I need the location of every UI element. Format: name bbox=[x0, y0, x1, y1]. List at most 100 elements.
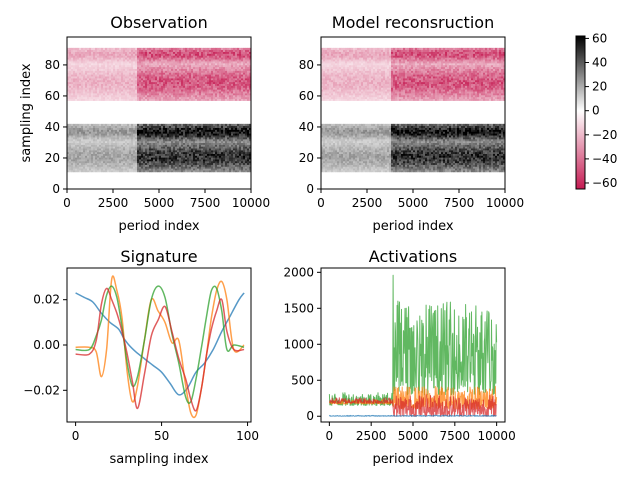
heatmap-cell bbox=[153, 157, 156, 160]
heatmap-cell bbox=[165, 148, 168, 151]
heatmap-cell bbox=[243, 166, 246, 169]
heatmap-cell bbox=[197, 96, 200, 100]
heatmap-cell bbox=[231, 81, 234, 84]
heatmap-cell bbox=[85, 61, 88, 64]
heatmap-cell bbox=[169, 144, 172, 147]
heatmap-cell bbox=[195, 133, 198, 136]
heatmap-cell bbox=[69, 51, 72, 54]
heatmap-cell bbox=[157, 78, 160, 81]
heatmap-cell bbox=[107, 144, 110, 147]
heatmap-cell bbox=[77, 66, 80, 69]
heatmap-cell bbox=[209, 94, 212, 98]
heatmap-cell bbox=[231, 140, 234, 144]
heatmap-cell bbox=[149, 64, 152, 68]
heatmap-cell bbox=[249, 155, 252, 158]
heatmap-cell bbox=[149, 133, 152, 136]
heatmap-cell bbox=[109, 49, 112, 52]
heatmap-cell bbox=[189, 93, 192, 96]
heatmap-cell bbox=[85, 76, 88, 79]
heatmap-cell bbox=[183, 91, 186, 94]
heatmap-cell bbox=[89, 93, 92, 96]
heatmap-cell bbox=[147, 148, 150, 151]
heatmap-cell bbox=[163, 150, 166, 153]
heatmap-cell bbox=[227, 51, 230, 54]
heatmap-cell bbox=[243, 81, 246, 84]
heatmap-cell bbox=[207, 140, 210, 144]
heatmap-cell bbox=[235, 96, 238, 100]
heatmap-cell bbox=[243, 123, 246, 127]
heatmap-cell bbox=[147, 47, 150, 51]
heatmap-cell bbox=[81, 78, 84, 81]
heatmap-cell bbox=[145, 87, 148, 90]
heatmap-cell bbox=[75, 131, 78, 134]
heatmap-cell bbox=[249, 127, 252, 130]
heatmap-cell bbox=[111, 74, 114, 77]
heatmap-cell bbox=[239, 68, 242, 71]
heatmap-cell bbox=[171, 151, 174, 154]
heatmap-cell bbox=[225, 55, 228, 58]
heatmap-cell bbox=[93, 94, 96, 98]
heatmap-cell bbox=[195, 131, 198, 134]
heatmap-cell bbox=[119, 78, 122, 81]
heatmap-cell bbox=[209, 148, 212, 151]
heatmap-cell bbox=[155, 51, 158, 54]
heatmap-cell bbox=[99, 49, 102, 52]
heatmap-cell bbox=[69, 64, 72, 68]
heatmap-cell bbox=[105, 170, 108, 173]
heatmap-cell bbox=[227, 157, 230, 160]
heatmap-cell bbox=[245, 129, 248, 132]
heatmap-cell bbox=[135, 66, 138, 69]
heatmap-cell bbox=[89, 137, 92, 140]
heatmap-cell bbox=[75, 81, 78, 84]
heatmap-cell bbox=[81, 98, 84, 101]
heatmap-cell bbox=[197, 53, 200, 56]
heatmap-cell bbox=[197, 144, 200, 147]
heatmap-cell bbox=[121, 125, 124, 128]
heatmap-cell bbox=[91, 150, 94, 153]
heatmap-cell bbox=[203, 127, 206, 130]
heatmap-cell bbox=[237, 78, 240, 81]
heatmap-cell bbox=[145, 140, 148, 144]
heatmap-cell bbox=[243, 150, 246, 153]
heatmap-cell bbox=[109, 159, 112, 162]
heatmap-cell bbox=[85, 74, 88, 77]
heatmap-cell bbox=[163, 74, 166, 77]
heatmap-cell bbox=[171, 155, 174, 158]
heatmap-cell bbox=[193, 170, 196, 173]
heatmap-cell bbox=[239, 85, 242, 88]
heatmap-cell bbox=[209, 168, 212, 171]
heatmap-cell bbox=[121, 131, 124, 134]
heatmap-cell bbox=[151, 140, 154, 144]
heatmap-cell bbox=[243, 164, 246, 167]
heatmap-cell bbox=[117, 78, 120, 81]
heatmap-cell bbox=[233, 135, 236, 138]
heatmap-cell bbox=[91, 137, 94, 140]
heatmap-cell bbox=[107, 47, 110, 51]
heatmap-cell bbox=[231, 59, 234, 62]
heatmap-cell bbox=[159, 148, 162, 151]
heatmap-cell bbox=[117, 70, 120, 73]
heatmap-cell bbox=[219, 157, 222, 160]
heatmap-cell bbox=[205, 142, 208, 145]
heatmap-cell bbox=[133, 96, 136, 100]
heatmap-cell bbox=[247, 61, 250, 64]
heatmap-cell bbox=[233, 139, 236, 142]
heatmap-cell bbox=[179, 55, 182, 58]
heatmap-cell bbox=[195, 170, 198, 173]
heatmap-cell bbox=[239, 72, 242, 75]
heatmap-cell bbox=[109, 55, 112, 58]
heatmap-cell bbox=[163, 79, 166, 83]
heatmap-cell bbox=[169, 155, 172, 158]
heatmap-cell bbox=[177, 133, 180, 136]
heatmap-cell bbox=[247, 76, 250, 79]
heatmap-cell bbox=[165, 63, 168, 66]
heatmap-cell bbox=[113, 96, 116, 100]
heatmap-cell bbox=[173, 142, 176, 145]
heatmap-cell bbox=[173, 162, 176, 165]
heatmap-cell bbox=[197, 155, 200, 158]
heatmap-cell bbox=[105, 144, 108, 147]
heatmap-cell bbox=[117, 85, 120, 88]
heatmap-cell bbox=[213, 142, 216, 145]
heatmap-cell bbox=[115, 139, 118, 142]
heatmap-cell bbox=[139, 153, 142, 156]
